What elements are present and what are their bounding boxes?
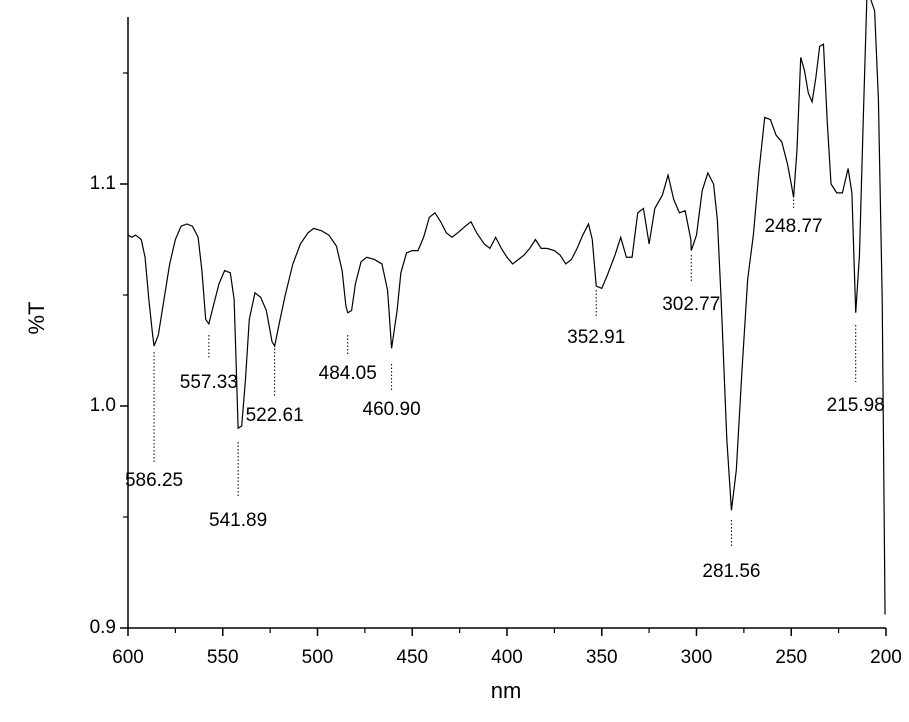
peak-label: 352.91 — [567, 327, 625, 348]
x-tick-label: 500 — [302, 647, 334, 668]
peak-label: 586.25 — [125, 470, 183, 491]
peak-label: 460.90 — [363, 399, 421, 420]
peak-label: 557.33 — [180, 372, 238, 393]
x-tick-label: 600 — [112, 647, 144, 668]
x-tick-label: 200 — [870, 647, 902, 668]
x-tick-label: 350 — [586, 647, 618, 668]
peak-label: 281.56 — [702, 561, 760, 582]
x-tick-label: 300 — [681, 647, 713, 668]
peak-label: 484.05 — [319, 363, 377, 384]
peak-label: 215.98 — [827, 395, 885, 416]
y-axis-label: %T — [24, 302, 49, 335]
x-tick-label: 250 — [775, 647, 807, 668]
spectrum-line — [128, 0, 886, 615]
x-axis-label: nm — [491, 678, 522, 703]
peak-label: 522.61 — [246, 405, 304, 426]
x-tick-label: 450 — [396, 647, 428, 668]
y-tick-label: 1.0 — [90, 395, 116, 416]
x-tick-label: 400 — [491, 647, 523, 668]
x-tick-label: 550 — [207, 647, 239, 668]
peak-label: 541.89 — [209, 510, 267, 531]
y-tick-label: 1.1 — [90, 173, 116, 194]
peak-label: 302.77 — [662, 294, 720, 315]
y-tick-label: 0.9 — [90, 617, 116, 638]
plot-area — [128, 0, 886, 615]
peak-label: 248.77 — [765, 216, 823, 237]
